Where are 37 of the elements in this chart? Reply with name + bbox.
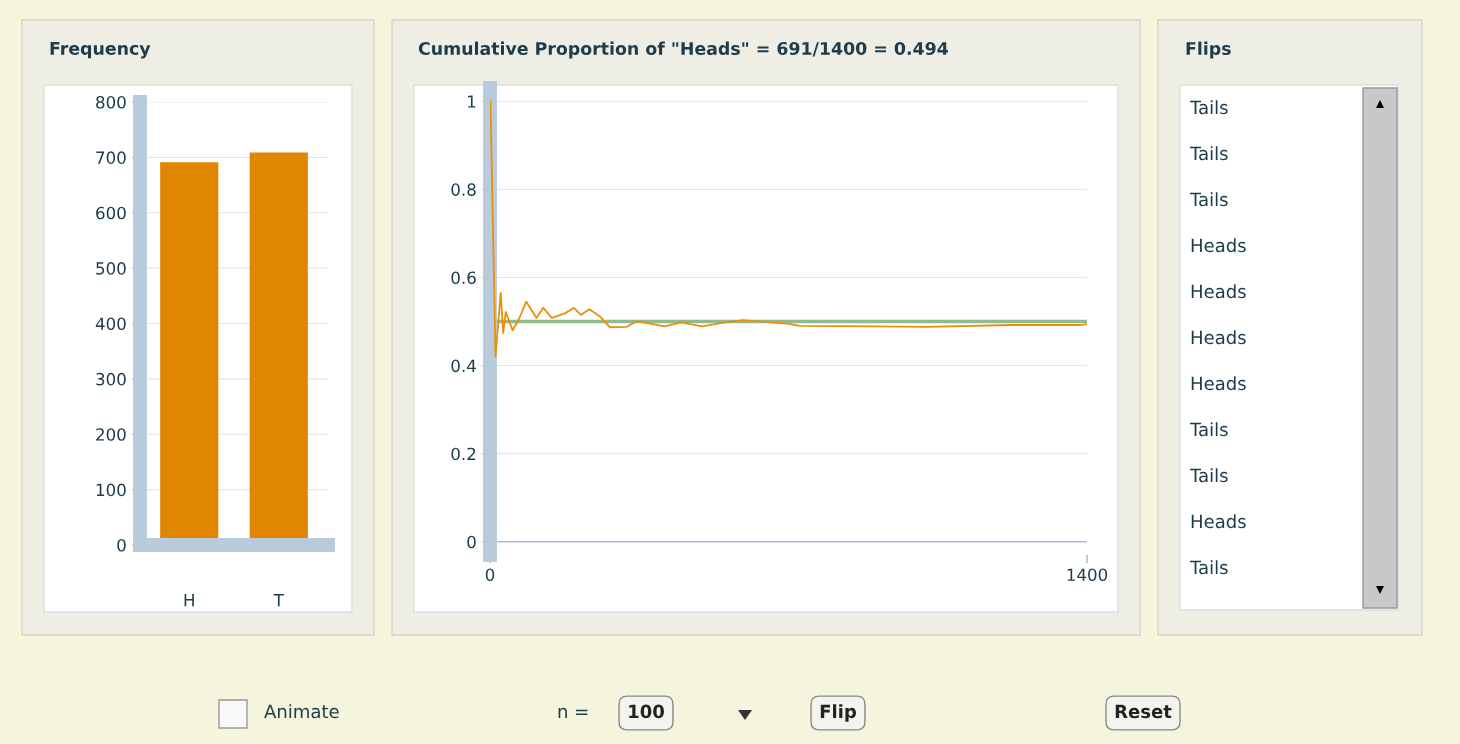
text: Tails	[1189, 560, 1228, 575]
y-tick-label: 700	[96, 151, 126, 164]
x-tick-label: H	[184, 594, 194, 607]
text: Animate	[264, 704, 339, 719]
chart-title: Frequency	[50, 42, 151, 59]
text: Heads	[1191, 284, 1246, 299]
chart-title: Cumulative Proportion of "Heads" = 691/1400 = 0.494	[418, 41, 948, 59]
y-tick-label: 100	[96, 483, 126, 497]
text: Heads	[1191, 376, 1246, 391]
x-tick-label: T	[273, 594, 284, 607]
y-tick-label: 200	[96, 428, 126, 441]
y-tick-label: 0.2	[451, 447, 476, 461]
y-tick-label: 0	[467, 535, 476, 549]
y-tick-label: 600	[96, 206, 126, 220]
text: Tails	[1189, 100, 1228, 115]
text: 100	[629, 704, 664, 719]
y-tick-label: 800	[96, 95, 126, 109]
text: Flip	[820, 704, 857, 722]
y-tick-label: 0.8	[451, 183, 476, 196]
y-tick-label: 400	[95, 317, 126, 331]
text: Flips	[1186, 41, 1231, 59]
text: Tails	[1189, 146, 1228, 161]
y-tick-label: 500	[96, 262, 126, 275]
y-tick-label: 300	[96, 372, 126, 386]
text: Heads	[1191, 238, 1246, 253]
y-tick-label: 0	[117, 538, 126, 552]
text: Reset	[1115, 704, 1172, 719]
text: Heads	[1191, 514, 1246, 529]
text: Tails	[1189, 422, 1228, 437]
y-tick-label: 1	[468, 95, 476, 108]
x-tick-label: 1400	[1067, 568, 1108, 582]
text: Tails	[1189, 468, 1228, 483]
text: n =	[558, 707, 588, 718]
text: Tails	[1189, 192, 1228, 207]
y-tick-label: 0.6	[451, 271, 476, 285]
text: Heads	[1191, 330, 1246, 345]
y-tick-label: 0.4	[451, 359, 476, 373]
